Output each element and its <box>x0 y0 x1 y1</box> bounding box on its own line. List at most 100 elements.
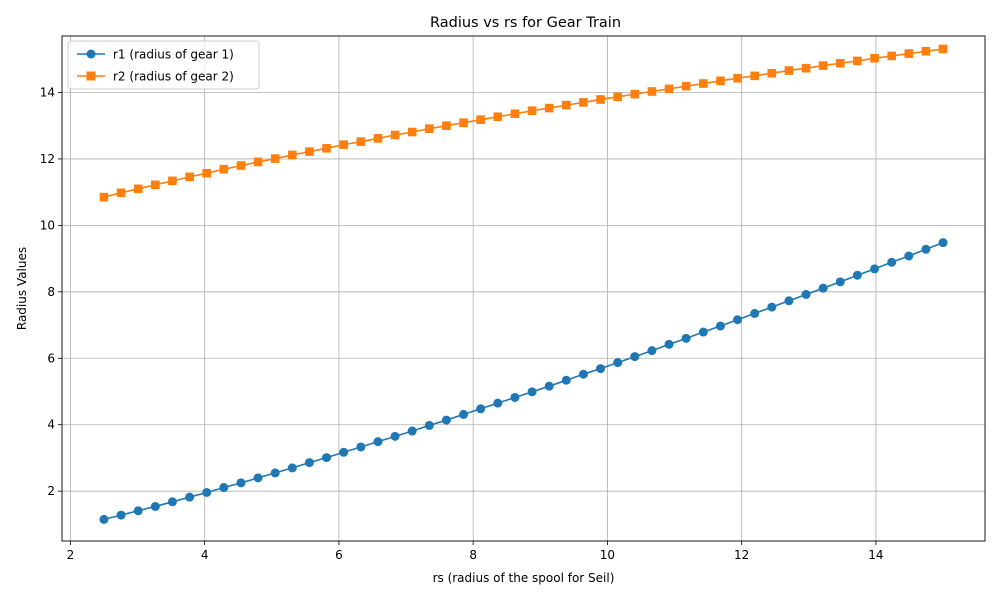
data-point <box>596 95 605 104</box>
data-point <box>390 130 400 140</box>
y-tick-label: 2 <box>47 484 55 498</box>
data-point <box>870 53 879 63</box>
data-point <box>853 56 862 66</box>
data-point <box>151 180 160 190</box>
data-point <box>253 157 263 167</box>
data-point <box>767 302 777 312</box>
data-point <box>544 103 554 113</box>
data-point <box>887 257 897 267</box>
data-point <box>185 172 194 182</box>
data-point <box>305 147 314 156</box>
legend-label-r1: r1 (radius of gear 1) <box>113 48 234 62</box>
data-point <box>116 188 126 198</box>
data-point <box>527 387 537 397</box>
grid-lines <box>62 36 985 541</box>
data-point <box>493 112 503 122</box>
data-point <box>236 478 246 488</box>
data-point <box>407 426 417 436</box>
data-point <box>527 106 537 116</box>
data-point <box>236 161 246 170</box>
data-point <box>921 244 931 254</box>
data-point <box>167 497 177 507</box>
data-point <box>938 238 948 248</box>
x-tick-label: 2 <box>67 548 75 562</box>
data-point <box>287 463 297 473</box>
data-point <box>938 44 948 54</box>
data-point <box>733 315 743 325</box>
data-point <box>887 51 896 61</box>
data-point <box>270 468 280 478</box>
data-point <box>185 492 195 502</box>
series-2 <box>99 44 948 202</box>
data-point <box>870 264 880 274</box>
x-tick-label: 10 <box>600 548 615 562</box>
data-point <box>425 124 434 133</box>
data-point <box>544 381 554 391</box>
legend-marker-r2 <box>86 71 96 81</box>
data-point <box>253 473 263 483</box>
data-point <box>578 369 588 379</box>
y-tick-label: 12 <box>40 152 55 166</box>
data-point <box>647 346 657 356</box>
data-point <box>664 339 674 349</box>
x-axis-ticks: 2 4 6 8 10 12 14 <box>67 541 884 562</box>
data-point <box>835 277 845 287</box>
data-point <box>647 87 657 96</box>
legend: r1 (radius of gear 1) r2 (radius of gear… <box>67 40 260 90</box>
y-tick-label: 10 <box>40 218 55 232</box>
data-point <box>339 447 349 457</box>
data-point <box>510 109 520 119</box>
series-1 <box>99 238 948 524</box>
data-point <box>596 364 606 374</box>
y-tick-label: 6 <box>47 351 55 365</box>
data-point <box>818 283 828 293</box>
legend-label-r2: r2 (radius of gear 2) <box>113 70 234 84</box>
data-point <box>852 270 862 280</box>
data-point <box>613 92 622 102</box>
data-point <box>322 143 331 153</box>
data-point <box>493 398 503 408</box>
data-point <box>921 46 931 56</box>
x-tick-label: 8 <box>469 548 477 562</box>
data-point <box>835 58 845 68</box>
data-point <box>270 154 280 163</box>
legend-marker-r1 <box>86 49 96 59</box>
data-point <box>441 415 451 425</box>
data-point <box>459 409 469 419</box>
data-point <box>202 487 212 497</box>
x-tick-label: 6 <box>335 548 343 562</box>
data-point <box>116 510 126 520</box>
data-point <box>904 49 914 58</box>
data-point <box>904 251 914 261</box>
data-point <box>356 137 366 146</box>
data-point <box>561 375 571 385</box>
data-point <box>784 66 794 75</box>
data-point <box>698 327 708 337</box>
y-axis-label: Radius Values <box>15 247 29 330</box>
data-point <box>202 168 212 178</box>
data-point <box>373 134 383 143</box>
data-point <box>133 506 143 516</box>
data-point <box>818 61 828 70</box>
data-point <box>476 404 486 414</box>
plot-area-frame <box>61 35 986 542</box>
data-point <box>801 289 811 299</box>
data-point <box>442 121 451 131</box>
data-point <box>304 458 314 468</box>
data-point <box>613 358 623 368</box>
data-point <box>390 431 400 441</box>
data-point <box>356 442 366 452</box>
chart-title: Radius vs rs for Gear Train <box>430 15 621 31</box>
y-tick-label: 14 <box>40 85 55 99</box>
data-point <box>219 164 229 174</box>
data-point <box>699 79 708 88</box>
data-point <box>579 98 588 107</box>
x-tick-label: 12 <box>734 548 749 562</box>
y-tick-label: 4 <box>47 418 55 432</box>
data-point <box>407 127 417 137</box>
data-point <box>767 68 777 78</box>
data-point <box>681 81 691 91</box>
x-tick-label: 14 <box>868 548 883 562</box>
data-point <box>476 115 485 125</box>
